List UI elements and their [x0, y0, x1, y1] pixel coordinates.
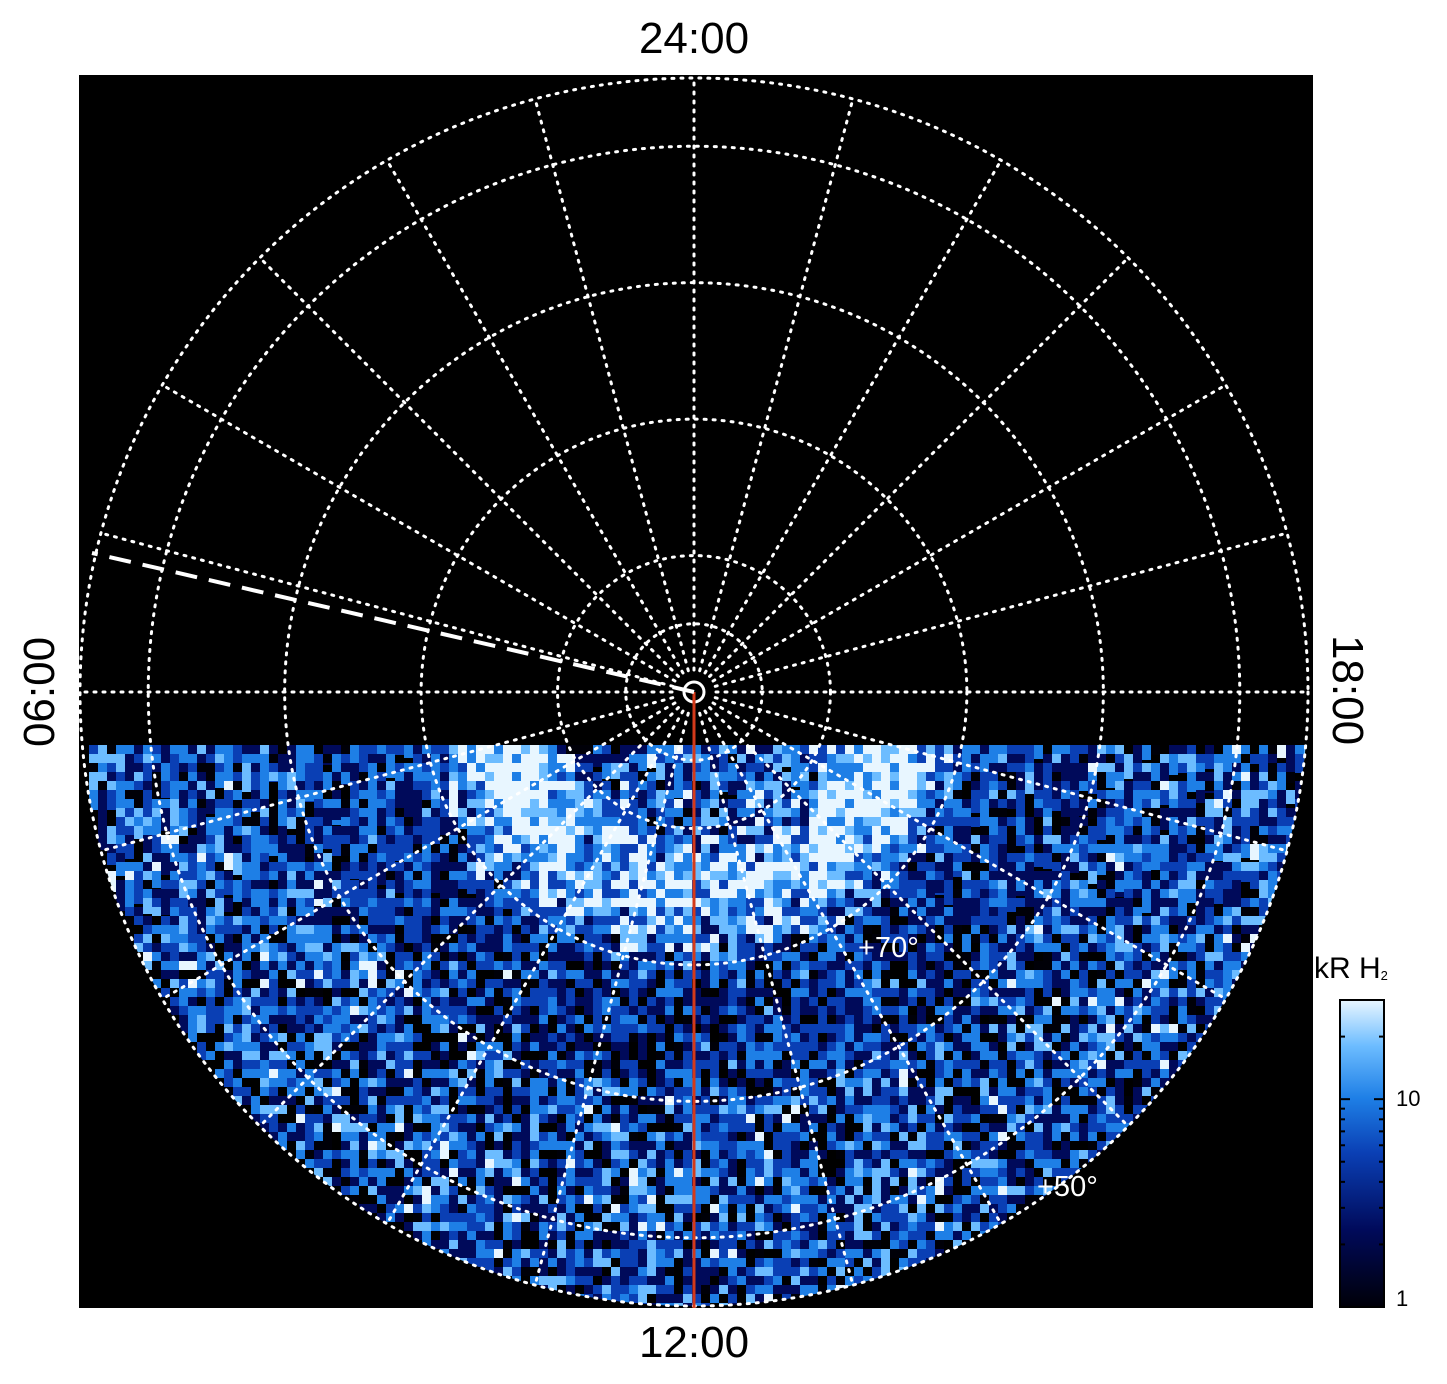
colorbar-title: kR H2 — [1314, 952, 1388, 986]
colorbar-gradient — [1339, 999, 1385, 1308]
local-time-label-bottom: 12:00 — [638, 1318, 750, 1367]
colorbar-ticks — [1340, 999, 1384, 1308]
colorbar-title-text: kR H — [1314, 952, 1381, 985]
latitude-label-50: +50° — [1037, 1171, 1098, 1203]
overlays — [91, 551, 696, 1308]
colorbar-title-subscript: 2 — [1380, 968, 1388, 983]
colorbar — [1339, 999, 1385, 1308]
latitude-label-70: +70° — [858, 932, 919, 964]
polar-grid — [79, 76, 1310, 1308]
latitude-labels: +70° +50° — [858, 932, 1098, 1203]
dashed-boundary-line — [91, 551, 695, 694]
emission-map — [89, 745, 1308, 1306]
colorbar-tick-label-10: 10 — [1396, 1086, 1421, 1111]
local-time-label-top: 24:00 — [638, 14, 750, 63]
colorbar-tick-label-1: 1 — [1396, 1286, 1409, 1311]
